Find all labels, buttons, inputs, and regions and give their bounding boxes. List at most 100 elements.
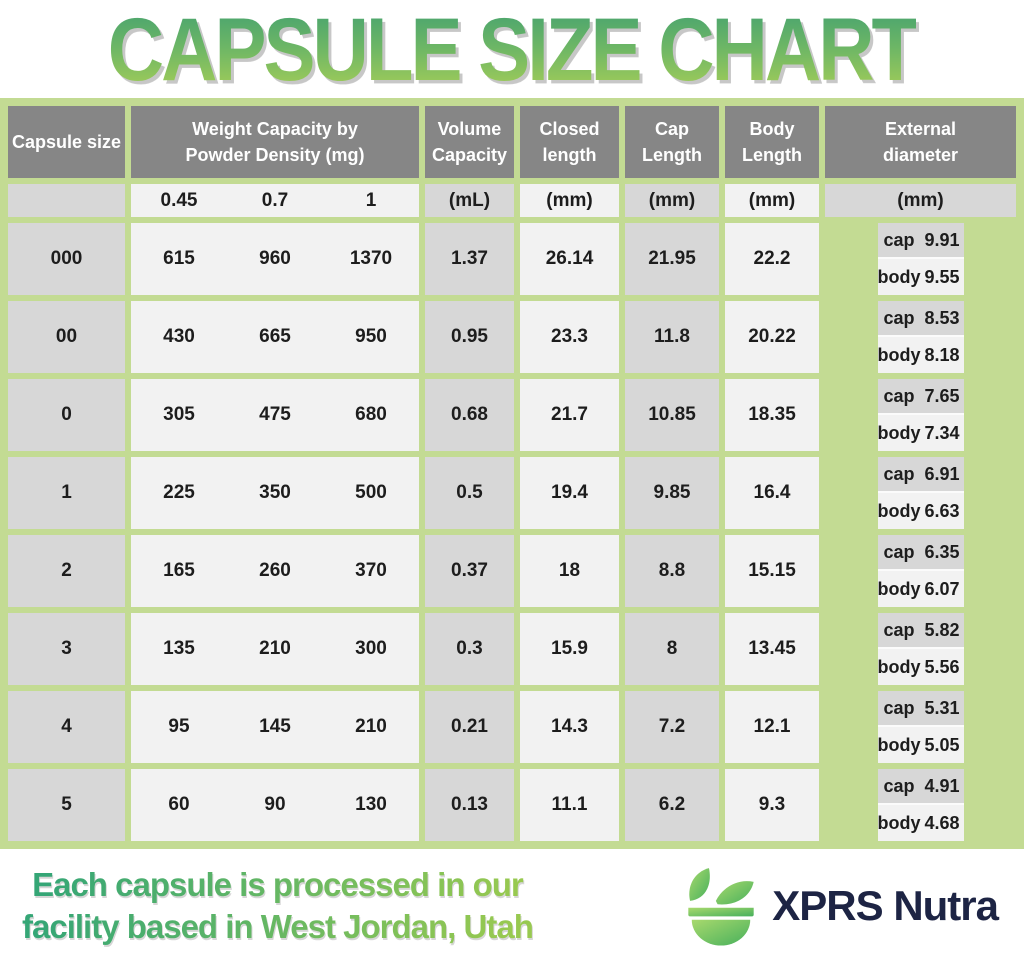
volume-capacity-cell: 0.13 — [425, 769, 514, 841]
external-cap-subrow: cap 6.35 — [877, 535, 964, 571]
weight-values-cell: 305 475 680 — [131, 379, 419, 451]
weight-value: 305 — [163, 404, 195, 425]
external-body-value: 7.34 — [924, 422, 960, 443]
closed-length-cell: 21.7 — [520, 379, 619, 451]
external-cap-value: 5.31 — [924, 697, 960, 718]
col-header-cap-length: Cap Length — [625, 106, 719, 178]
external-cap-label: cap — [883, 385, 915, 406]
external-cap-subrow: cap 5.31 — [877, 691, 964, 727]
weight-value: 135 — [163, 638, 195, 659]
external-cap-label: cap — [883, 463, 915, 484]
cap-length-cell: 6.2 — [625, 769, 719, 841]
cap-length-cell: 21.95 — [625, 223, 719, 295]
capsule-size-cell: 00 — [8, 301, 125, 373]
weight-value: 95 — [168, 716, 190, 737]
external-body-subrow: body 5.56 — [877, 649, 964, 685]
external-body-subrow: body 6.63 — [877, 493, 964, 529]
closed-length-cell: 23.3 — [520, 301, 619, 373]
external-body-label: body — [877, 734, 921, 755]
external-cap-subrow: cap 7.65 — [877, 379, 964, 415]
weight-value: 145 — [259, 716, 291, 737]
external-cap-value: 6.91 — [924, 463, 960, 484]
capsule-size-cell: 4 — [8, 691, 125, 763]
col-header-capsule-size: Capsule size — [8, 106, 125, 178]
external-body-subrow: body 8.18 — [877, 337, 964, 373]
weight-value: 960 — [259, 248, 291, 269]
weight-value: 210 — [259, 638, 291, 659]
footer: Each capsule is processed in our facilit… — [0, 849, 1024, 966]
brand-name: XPRS Nutra — [772, 881, 999, 929]
external-body-subrow: body 6.07 — [877, 571, 964, 607]
footer-tagline: Each capsule is processed in our facilit… — [22, 864, 534, 947]
mortar-leaf-logo-icon — [688, 867, 754, 946]
closed-length-cell: 15.9 — [520, 613, 619, 685]
cap-length-cell: 10.85 — [625, 379, 719, 451]
external-body-subrow: body 9.55 — [877, 259, 964, 295]
closed-length-cell: 11.1 — [520, 769, 619, 841]
title-bar: CAPSULE SIZE CHART — [0, 0, 1024, 98]
body-length-cell: 20.22 — [725, 301, 819, 373]
external-diameter-cell: cap 4.91 body 4.68 — [825, 769, 1016, 841]
external-body-subrow: body 4.68 — [877, 805, 964, 841]
weight-value: 60 — [168, 794, 190, 815]
external-cap-subrow: cap 4.91 — [877, 769, 964, 805]
weight-value: 680 — [355, 404, 387, 425]
external-cap-label: cap — [883, 619, 915, 640]
volume-capacity-cell: 0.3 — [425, 613, 514, 685]
weight-values-cell: 165 260 370 — [131, 535, 419, 607]
density-value: 1 — [365, 189, 377, 211]
weight-value: 225 — [163, 482, 195, 503]
volume-capacity-cell: 1.37 — [425, 223, 514, 295]
weight-values-cell: 135 210 300 — [131, 613, 419, 685]
col-header-body-length: Body Length — [725, 106, 819, 178]
external-body-value: 8.18 — [924, 344, 960, 365]
weight-value: 430 — [163, 326, 195, 347]
weight-value: 950 — [355, 326, 387, 347]
external-cap-label: cap — [883, 775, 915, 796]
closed-length-cell: 19.4 — [520, 457, 619, 529]
cap-length-cell: 8 — [625, 613, 719, 685]
weight-values-cell: 95 145 210 — [131, 691, 419, 763]
external-body-value: 4.68 — [924, 812, 960, 833]
external-cap-value: 7.65 — [924, 385, 960, 406]
volume-capacity-cell: 0.95 — [425, 301, 514, 373]
external-diameter-cell: cap 7.65 body 7.34 — [825, 379, 1016, 451]
col-header-volume-capacity: Volume Capacity — [425, 106, 514, 178]
volume-capacity-cell: 0.37 — [425, 535, 514, 607]
body-length-cell: 13.45 — [725, 613, 819, 685]
units-body-length-cell: (mm) — [725, 184, 819, 217]
capsule-size-cell: 2 — [8, 535, 125, 607]
weight-value: 370 — [355, 560, 387, 581]
capsule-size-cell: 0 — [8, 379, 125, 451]
weight-values-cell: 60 90 130 — [131, 769, 419, 841]
closed-length-cell: 14.3 — [520, 691, 619, 763]
col-header-closed-length: Closed length — [520, 106, 619, 178]
weight-value: 165 — [163, 560, 195, 581]
external-cap-value: 5.82 — [924, 619, 960, 640]
volume-capacity-cell: 0.5 — [425, 457, 514, 529]
density-value: 0.45 — [160, 189, 198, 211]
weight-value: 350 — [259, 482, 291, 503]
cap-length-cell: 8.8 — [625, 535, 719, 607]
external-diameter-cell: cap 8.53 body 8.18 — [825, 301, 1016, 373]
external-cap-label: cap — [883, 307, 915, 328]
weight-value: 210 — [355, 716, 387, 737]
cap-length-cell: 11.8 — [625, 301, 719, 373]
external-body-value: 5.05 — [924, 734, 960, 755]
weight-value: 500 — [355, 482, 387, 503]
external-cap-subrow: cap 9.91 — [877, 223, 964, 259]
weight-value: 1370 — [349, 248, 393, 269]
external-diameter-cell: cap 5.31 body 5.05 — [825, 691, 1016, 763]
external-body-label: body — [877, 266, 921, 287]
cap-length-cell: 9.85 — [625, 457, 719, 529]
units-capsule-size-cell — [8, 184, 125, 217]
external-cap-subrow: cap 8.53 — [877, 301, 964, 337]
external-cap-value: 9.91 — [924, 229, 960, 250]
weight-value: 615 — [163, 248, 195, 269]
body-length-cell: 15.15 — [725, 535, 819, 607]
external-diameter-cell: cap 6.35 body 6.07 — [825, 535, 1016, 607]
col-header-weight-capacity: Weight Capacity by Powder Density (mg) — [131, 106, 419, 178]
density-value: 0.7 — [261, 189, 289, 211]
units-closed-length-cell: (mm) — [520, 184, 619, 217]
external-body-value: 5.56 — [924, 656, 960, 677]
